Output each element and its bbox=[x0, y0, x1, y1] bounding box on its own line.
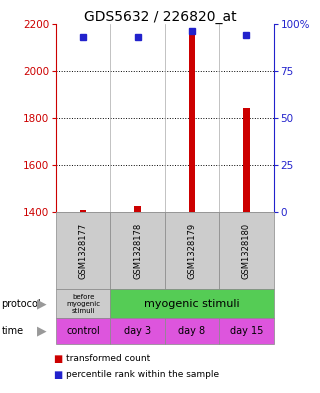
Bar bbox=[80, 210, 86, 212]
Text: percentile rank within the sample: percentile rank within the sample bbox=[66, 370, 219, 379]
Text: before
myogenic
stimuli: before myogenic stimuli bbox=[66, 294, 100, 314]
Text: ■: ■ bbox=[53, 354, 62, 364]
Text: GSM1328180: GSM1328180 bbox=[242, 222, 251, 279]
Text: protocol: protocol bbox=[2, 299, 41, 309]
Text: day 15: day 15 bbox=[230, 326, 263, 336]
Text: control: control bbox=[66, 326, 100, 336]
Text: GSM1328179: GSM1328179 bbox=[188, 222, 196, 279]
Text: GDS5632 / 226820_at: GDS5632 / 226820_at bbox=[84, 10, 236, 24]
Text: ▶: ▶ bbox=[37, 297, 46, 310]
Text: day 3: day 3 bbox=[124, 326, 151, 336]
Text: myogenic stimuli: myogenic stimuli bbox=[144, 299, 240, 309]
Bar bbox=[243, 108, 250, 212]
Text: GSM1328177: GSM1328177 bbox=[79, 222, 88, 279]
Text: time: time bbox=[2, 326, 24, 336]
Bar bbox=[189, 28, 195, 212]
Bar bbox=[134, 206, 141, 212]
Text: ■: ■ bbox=[53, 370, 62, 380]
Text: GSM1328178: GSM1328178 bbox=[133, 222, 142, 279]
Text: day 8: day 8 bbox=[179, 326, 205, 336]
Text: ▶: ▶ bbox=[37, 325, 46, 338]
Text: transformed count: transformed count bbox=[66, 354, 150, 363]
